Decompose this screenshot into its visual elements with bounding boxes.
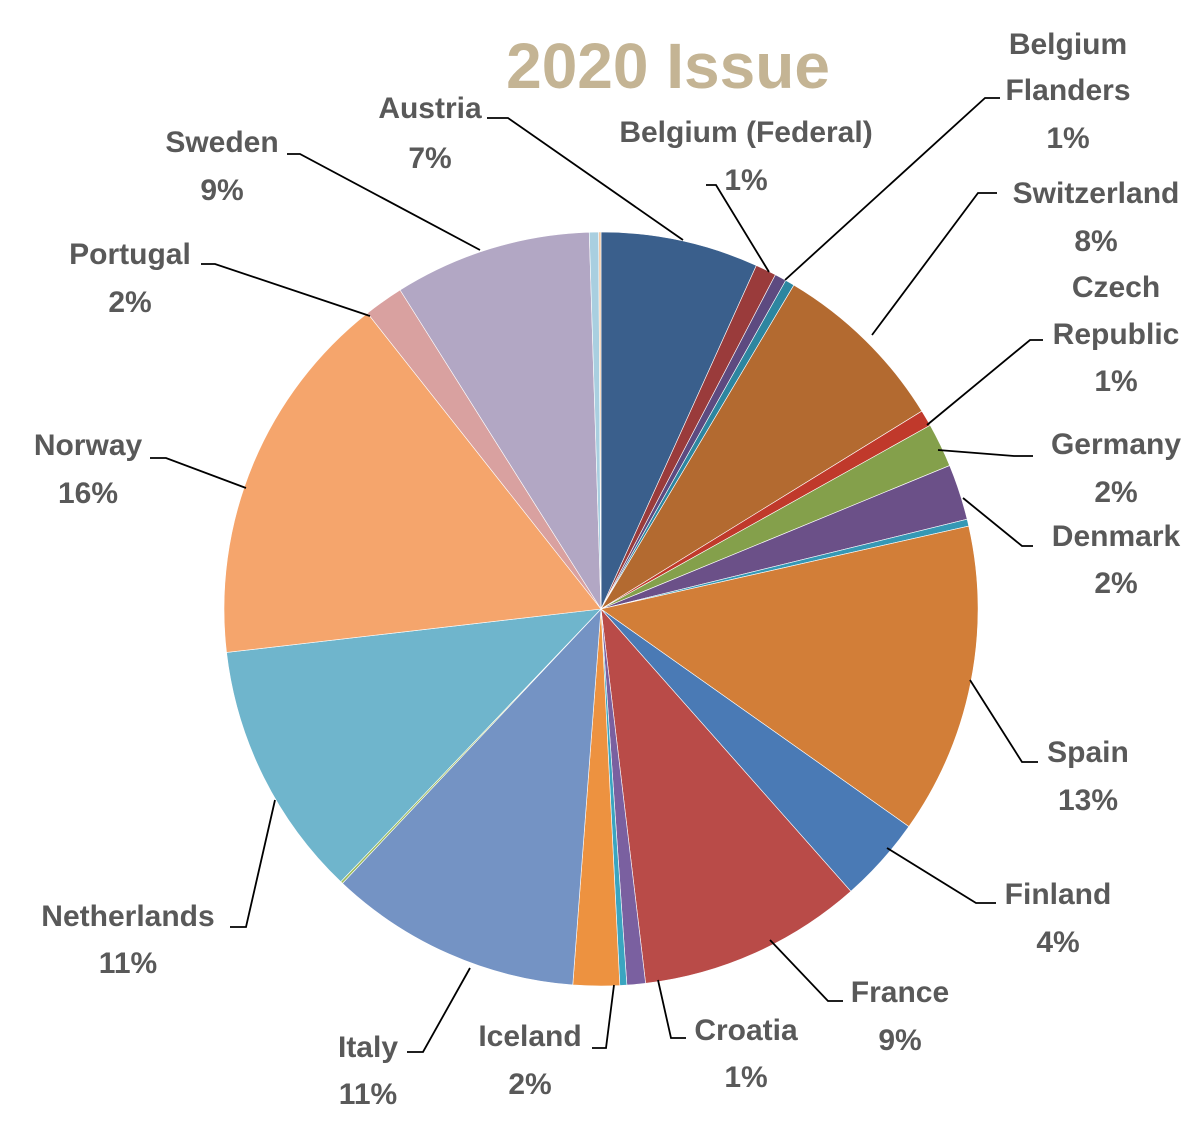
leader-line-finland [886, 847, 996, 904]
slice-labels: Austria 7% Belgium (Federal) 1% Belgium Fland… [34, 28, 1182, 1111]
data-label-pct-germany: 2% [1094, 476, 1137, 509]
leader-line-czech-republic [926, 339, 1043, 426]
pie-slice-switzerland [600, 284, 923, 610]
data-label-pct-italy: 11% [339, 1078, 397, 1111]
data-label-pct-portugal: 2% [108, 286, 151, 319]
data-label-pct-belgium-flanders: 1% [1046, 122, 1089, 155]
data-label-pct-czech-republic: 1% [1094, 365, 1137, 398]
data-label-pct-netherlands: 11% [99, 947, 157, 980]
data-label-pct-austria: 7% [408, 142, 451, 175]
data-label-name-switzerland: Switzerland [1013, 177, 1180, 210]
pie-slice-norway [223, 312, 602, 653]
leader-line-germany [937, 449, 1033, 457]
data-label-pct-france: 9% [878, 1024, 921, 1057]
pie-slice-unlabeled-22 [598, 231, 602, 610]
leader-line-spain [969, 679, 1038, 763]
data-label-name-belgium-flanders-0: Belgium [1009, 28, 1127, 61]
data-label-name-norway: Norway [34, 429, 143, 462]
pie-slice-austria [600, 231, 757, 610]
leader-line-denmark [962, 497, 1033, 547]
leader-line-netherlands [230, 799, 276, 928]
leader-line-belgium-flanders [784, 97, 1000, 281]
data-label-name-czech-republic-0: Czech [1072, 271, 1160, 304]
data-label-pct-belgium-federal: 1% [724, 164, 767, 197]
data-label-name-sweden: Sweden [165, 126, 278, 159]
data-label-pct-croatia: 1% [724, 1061, 767, 1094]
pie-slice-italy [342, 608, 602, 986]
leader-line-france [769, 939, 843, 1002]
leader-line-switzerland [871, 192, 997, 336]
leader-lines [150, 97, 1043, 1053]
data-label-pct-switzerland: 8% [1074, 225, 1117, 258]
chart-title: 2020 Issue [506, 30, 830, 102]
data-label-name-croatia: Croatia [694, 1014, 798, 1047]
pie-slice-sweden [399, 231, 602, 611]
data-label-pct-norway: 16% [58, 477, 118, 510]
data-label-name-italy: Italy [338, 1031, 398, 1064]
data-label-name-iceland: Iceland [478, 1020, 581, 1053]
data-label-pct-denmark: 2% [1094, 567, 1137, 600]
data-label-name-belgium-federal: Belgium (Federal) [619, 116, 872, 149]
leader-line-austria [487, 117, 684, 241]
data-label-name-spain: Spain [1047, 736, 1129, 769]
data-label-name-finland: Finland [1005, 878, 1112, 911]
data-label-name-denmark: Denmark [1052, 520, 1181, 553]
data-label-name-france: France [851, 976, 949, 1009]
leader-line-belgium-federal [706, 184, 770, 273]
pie-slices [223, 231, 979, 987]
data-label-name-netherlands: Netherlands [41, 900, 214, 933]
data-label-name-portugal: Portugal [69, 238, 191, 271]
pie-slice-france [600, 608, 852, 984]
data-label-pct-sweden: 9% [200, 174, 243, 207]
data-label-pct-finland: 4% [1036, 926, 1079, 959]
leader-line-italy [407, 967, 471, 1053]
data-label-pct-iceland: 2% [508, 1068, 551, 1101]
data-label-name-austria: Austria [378, 92, 482, 125]
data-label-name-germany: Germany [1051, 428, 1181, 461]
leader-line-portugal [201, 263, 371, 317]
leader-line-sweden [287, 153, 481, 251]
data-label-name-czech-republic-1: Republic [1053, 318, 1180, 351]
data-label-pct-spain: 13% [1058, 784, 1118, 817]
leader-line-norway [150, 457, 247, 489]
data-label-name-belgium-flanders-1: Flanders [1005, 74, 1130, 107]
leader-line-croatia [657, 979, 686, 1039]
pie-slice-netherlands [226, 608, 602, 883]
leader-line-iceland [592, 984, 615, 1049]
